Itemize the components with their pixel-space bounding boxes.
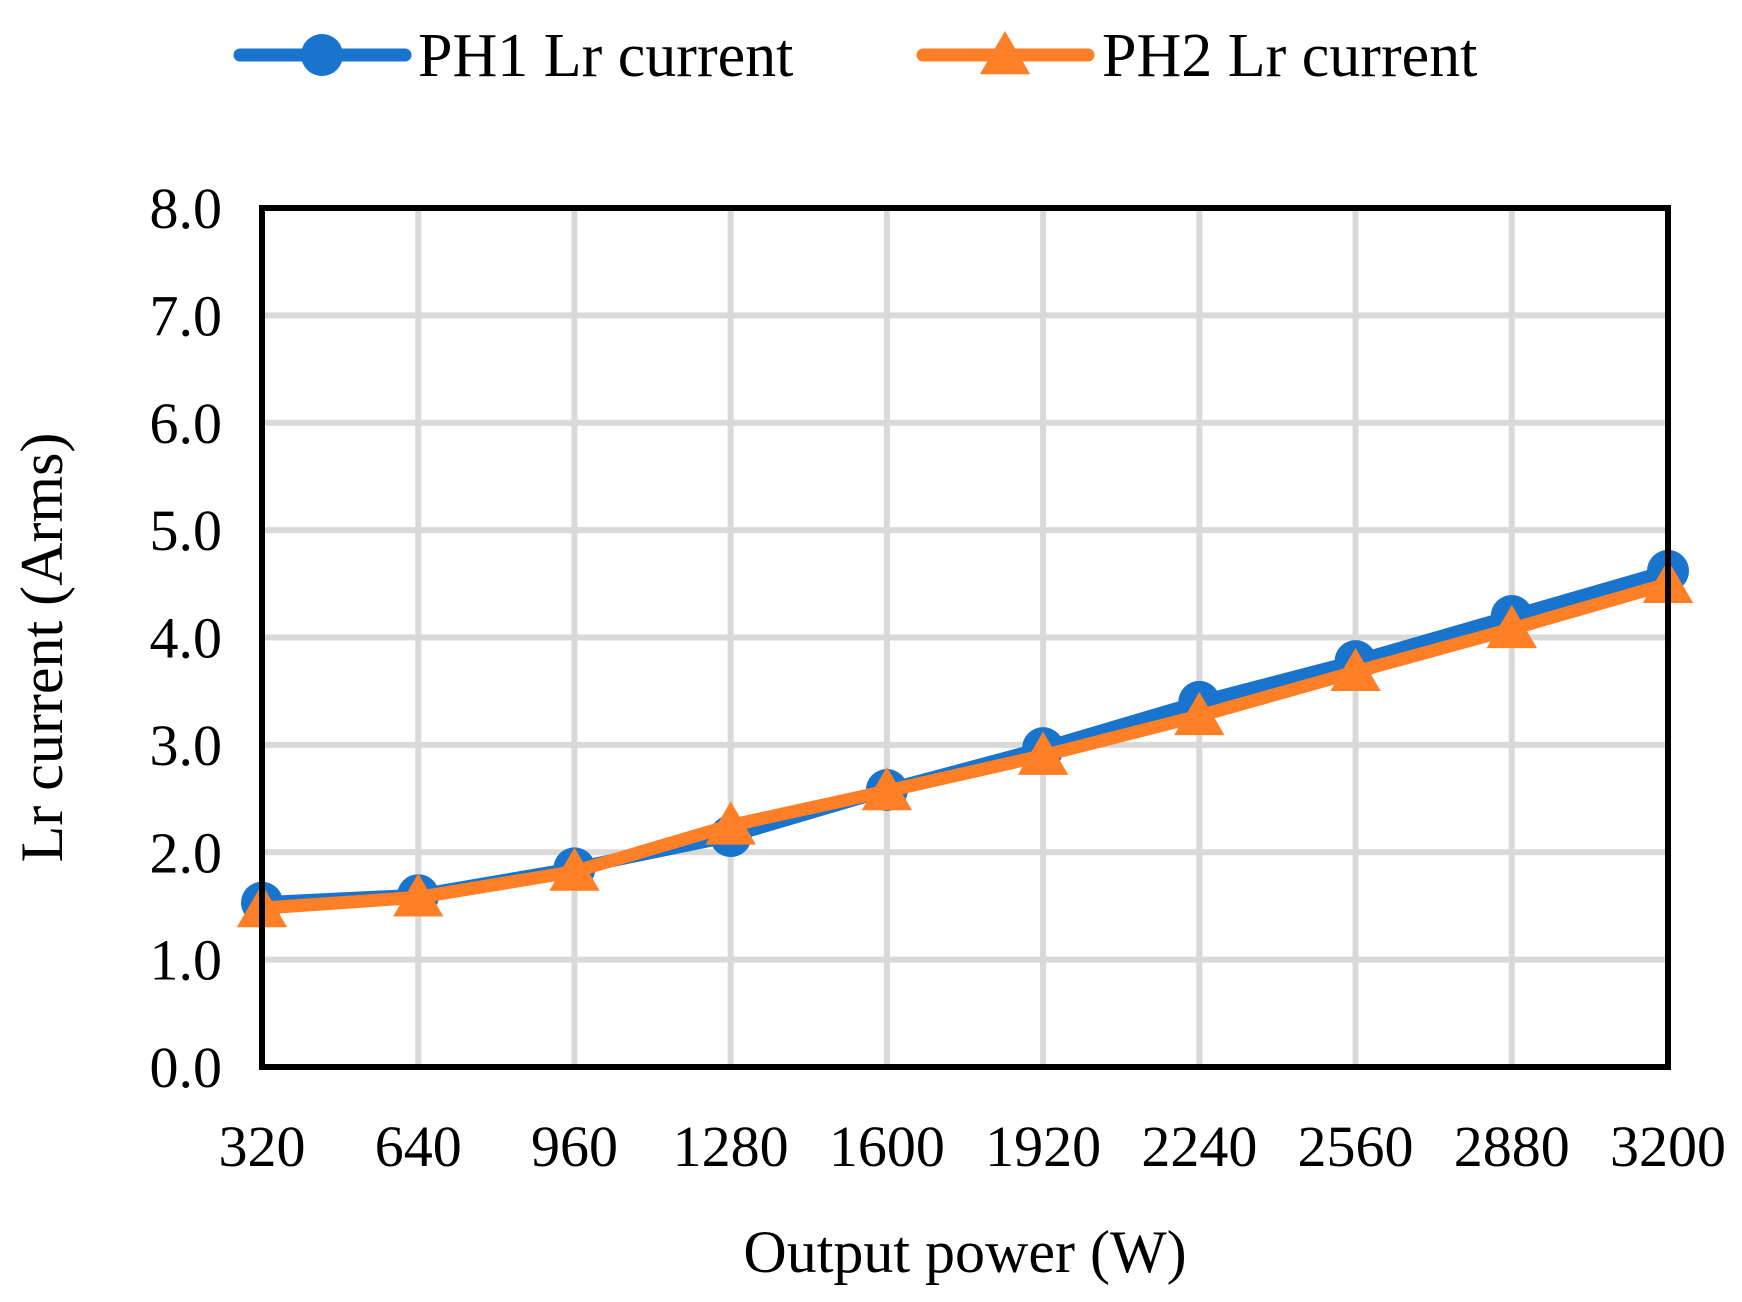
data-point-ph2 [861, 767, 913, 811]
data-point-ph2 [393, 873, 444, 917]
x-axis-tick-labels: 320 640 960 1280 1600 1920 2240 2560 2880 3200 [219, 1114, 1727, 1179]
y-tick-label: 0.0 [150, 1035, 223, 1100]
legend-marker-ph2 [979, 31, 1031, 75]
y-tick-label: 5.0 [150, 498, 223, 563]
x-tick-label: 2240 [1141, 1114, 1257, 1179]
series-line [255, 577, 1675, 915]
x-tick-label: 1280 [673, 1114, 789, 1179]
x-tick-label: 320 [219, 1114, 306, 1179]
y-tick-label: 2.0 [150, 820, 223, 885]
legend-label-ph2: PH2 Lr current [1102, 22, 1477, 90]
x-tick-label: 2560 [1298, 1114, 1414, 1179]
x-axis-title: Output power (W) [743, 1219, 1186, 1285]
y-tick-label: 4.0 [150, 606, 223, 671]
y-axis-title: Lr current (Arms) [9, 433, 75, 863]
y-tick-label: 7.0 [150, 283, 223, 348]
data-point-ph2 [705, 801, 756, 845]
x-tick-label: 1600 [829, 1114, 945, 1179]
legend-entry-ph2: PH2 Lr current [916, 22, 1477, 90]
y-tick-label: 1.0 [150, 928, 223, 993]
x-tick-label: 640 [375, 1114, 462, 1179]
legend: PH1 Lr current PH2 Lr current [233, 22, 1477, 90]
data-point-ph2 [1486, 604, 1537, 649]
series-ph1 [241, 549, 1689, 924]
legend-label-ph1: PH1 Lr current [418, 22, 793, 90]
data-point-ph2 [1174, 691, 1225, 736]
data-point-ph2 [1017, 731, 1069, 775]
y-tick-label: 8.0 [150, 176, 223, 241]
x-tick-label: 2880 [1454, 1114, 1570, 1179]
data-point-ph2 [549, 847, 600, 891]
plot-area-frame [259, 205, 1671, 1070]
x-tick-label: 1920 [985, 1114, 1101, 1179]
legend-marker-ph1 [301, 34, 343, 76]
legend-entry-ph1: PH1 Lr current [233, 22, 793, 90]
data-point-ph2 [1330, 647, 1381, 692]
x-tick-label: 960 [531, 1114, 618, 1179]
y-tick-label: 3.0 [150, 713, 223, 778]
y-tick-label: 6.0 [150, 391, 223, 456]
x-tick-label: 3200 [1610, 1114, 1726, 1179]
y-axis-tick-labels: 0.0 1.0 2.0 3.0 4.0 5.0 6.0 7.0 8.0 [150, 176, 223, 1100]
